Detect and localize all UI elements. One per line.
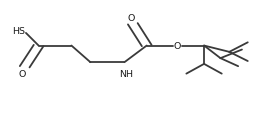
Text: HS: HS bbox=[12, 26, 25, 35]
Text: O: O bbox=[19, 69, 26, 78]
Text: O: O bbox=[127, 14, 134, 23]
Text: NH: NH bbox=[119, 69, 133, 78]
Text: O: O bbox=[174, 41, 181, 50]
